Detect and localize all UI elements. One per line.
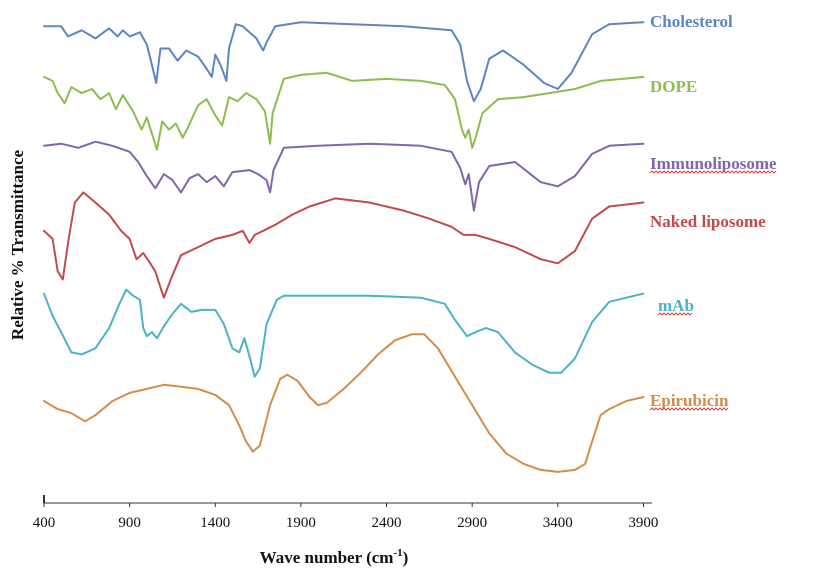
spellcheck-underline-immunoliposome	[649, 170, 777, 174]
series-label-naked-liposome: Naked liposome	[650, 212, 766, 231]
series-label-dope: DOPE	[650, 77, 697, 96]
series-line-cholesterol	[43, 21, 645, 103]
series-line-naked-liposome	[43, 191, 645, 299]
x-axis-title-text: Wave number (cm	[260, 548, 394, 567]
x-tick-label-900: 900	[118, 515, 141, 531]
x-tick-label-1900: 1900	[286, 515, 316, 531]
series-line-dope	[43, 71, 645, 151]
series-label-immunoliposome: Immunoliposome	[650, 154, 777, 173]
x-tick-label-3400: 3400	[543, 515, 573, 531]
series-line-epirubicin	[43, 333, 645, 473]
series-label-mab: mAb	[658, 296, 694, 315]
series-label-layer: Cholesterol DOPE Immunoliposome Naked lipos…	[649, 12, 777, 411]
series-label-cholesterol: Cholesterol	[650, 12, 733, 31]
y-axis-title: Relative % Transmittance	[8, 149, 27, 340]
spellcheck-underline-mab	[657, 312, 693, 316]
x-tick-layer: 400 900 1400 1900 2400 2900 3400 3900	[33, 503, 658, 531]
x-axis-title: Wave number (cm-1)	[260, 547, 409, 567]
series-line-mab	[43, 288, 645, 378]
x-tick-label-2400: 2400	[372, 515, 402, 531]
spellcheck-underline-epirubicin	[649, 407, 729, 411]
series-label-epirubicin: Epirubicin	[650, 391, 729, 410]
series-line-immunoliposome	[43, 140, 645, 212]
x-axis-title-superscript: -1	[393, 547, 402, 559]
series-layer	[43, 21, 645, 473]
x-tick-label-2900: 2900	[457, 515, 487, 531]
x-tick-label-400: 400	[33, 515, 56, 531]
x-tick-label-3900: 3900	[628, 515, 658, 531]
x-tick-label-1400: 1400	[200, 515, 230, 531]
x-axis	[43, 495, 652, 504]
x-axis-title-end: )	[403, 548, 409, 567]
